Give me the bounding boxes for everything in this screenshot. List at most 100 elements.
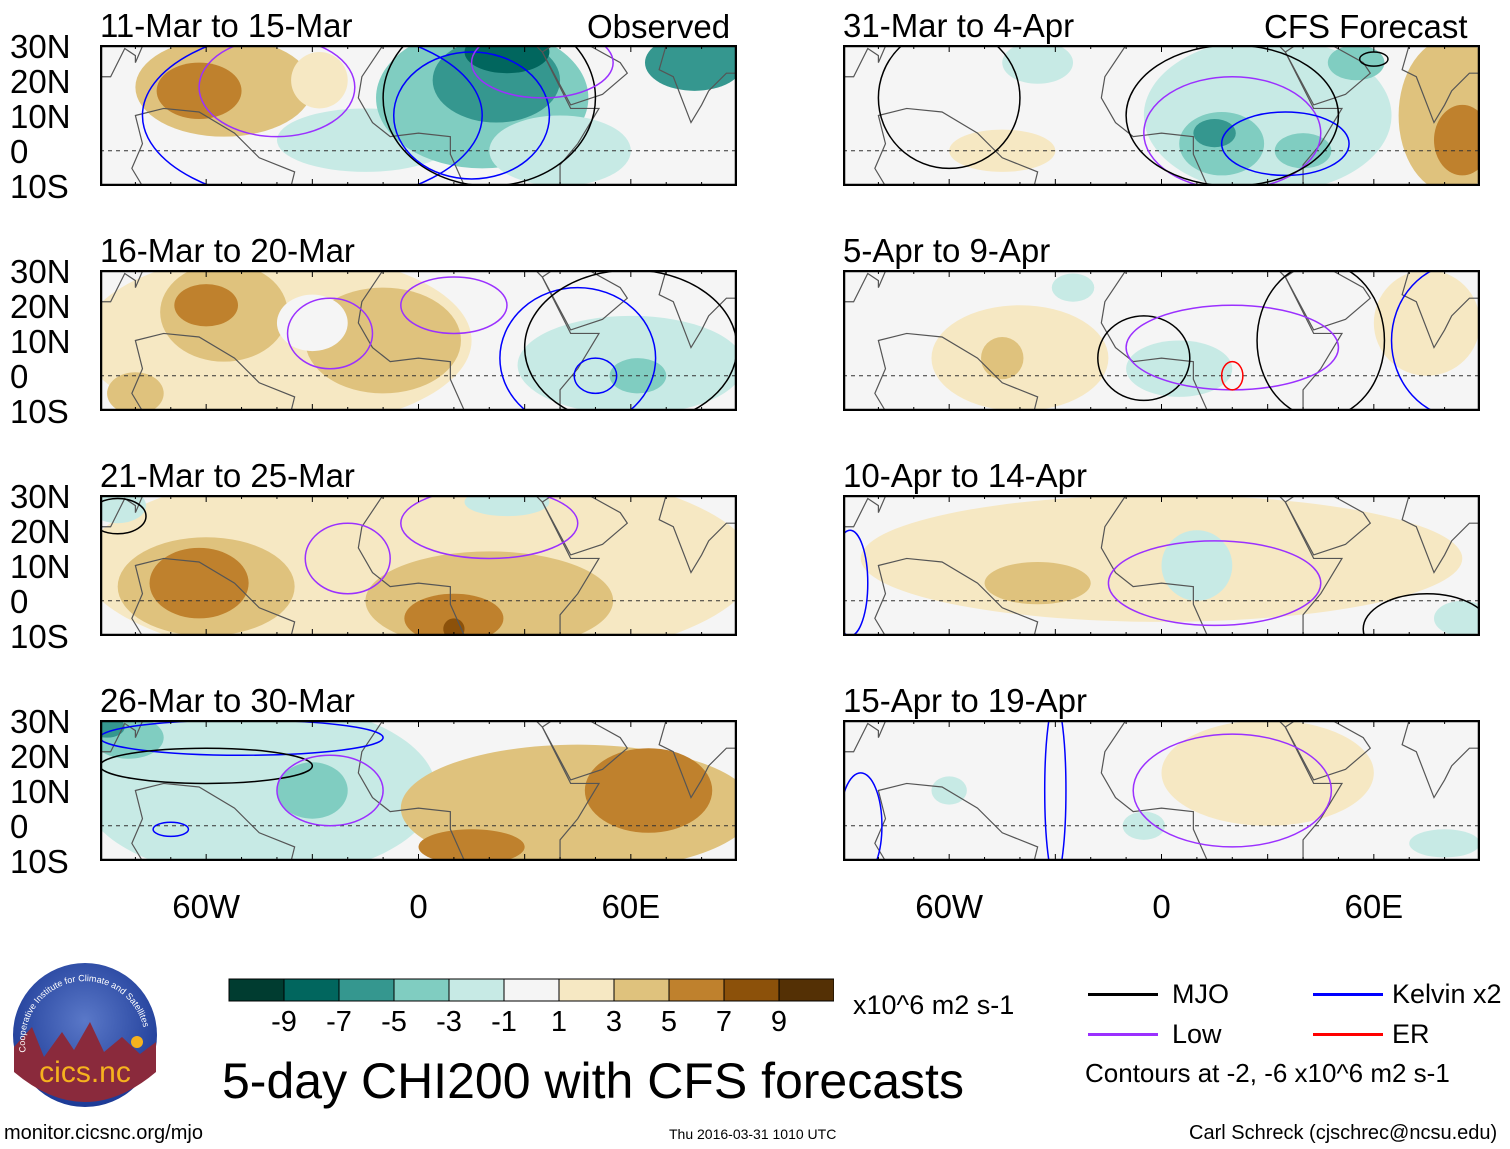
- main-title: 5-day CHI200 with CFS forecasts: [222, 1053, 964, 1109]
- panel-title: 26-Mar to 30-Mar: [100, 682, 355, 719]
- panel-title: 5-Apr to 9-Apr: [843, 232, 1051, 269]
- lon-tick-label: 60E: [601, 888, 661, 925]
- coastline: [131, 782, 296, 861]
- panel-title: 15-Apr to 19-Apr: [843, 682, 1087, 719]
- kelvin-contour: [573, 357, 618, 395]
- kelvin-contour: [843, 529, 869, 636]
- coastline: [1284, 45, 1372, 106]
- anomaly-region: [1327, 45, 1385, 81]
- coastline: [843, 495, 887, 528]
- mjo-contour: [382, 45, 597, 186]
- anomaly-region: [276, 294, 348, 352]
- legend-kelvin-label: Kelvin x2: [1392, 979, 1502, 1009]
- coastline: [1401, 270, 1480, 349]
- colorbar-swatch: [778, 978, 834, 1002]
- anomaly-region: [174, 284, 239, 327]
- anomaly-region: [1409, 829, 1480, 858]
- lat-tick-label: 10S: [10, 618, 69, 655]
- colorbar-swatch: [338, 978, 395, 1002]
- anomaly-region: [1193, 119, 1236, 148]
- coastline: [541, 45, 629, 106]
- coastline: [131, 332, 296, 411]
- map-panel: [100, 270, 737, 411]
- coastline: [541, 495, 629, 556]
- colorbar-swatch: [723, 978, 780, 1002]
- panel-title: 16-Mar to 20-Mar: [100, 232, 355, 269]
- kelvin-contour: [1043, 720, 1067, 861]
- coastline: [357, 720, 601, 861]
- coastline: [874, 557, 1039, 636]
- low-contour: [1107, 540, 1322, 627]
- anomaly-region: [584, 748, 713, 833]
- mjo-contour: [100, 747, 314, 785]
- low-contour: [1132, 733, 1333, 848]
- lat-tick-label: 30N: [10, 478, 71, 515]
- lat-tick-label: 30N: [10, 28, 71, 65]
- lon-tick-label: 60W: [172, 888, 241, 925]
- cics-logo: Cooperative Institute for Climate and Sa…: [13, 963, 157, 1107]
- coastline: [658, 720, 737, 799]
- legend-mjo-label: MJO: [1172, 979, 1229, 1009]
- colorbar-label: 3: [605, 1006, 623, 1038]
- colorbar-swatch: [668, 978, 725, 1002]
- coastline: [658, 45, 737, 124]
- colorbar-label: 9: [770, 1006, 788, 1038]
- map-panel: [843, 45, 1480, 186]
- anomaly-region: [645, 45, 737, 91]
- anomaly-region: [984, 561, 1091, 605]
- observed-header: Observed: [587, 8, 731, 45]
- coastline: [1100, 45, 1344, 186]
- colorbar: [228, 978, 834, 1002]
- colorbar-swatch: [228, 978, 285, 1002]
- lat-tick-label: 10S: [10, 393, 69, 430]
- colorbar-swatch: [613, 978, 670, 1002]
- anomaly-region: [100, 720, 437, 861]
- mjo-contour: [1256, 270, 1386, 411]
- anomaly-region: [1434, 104, 1480, 176]
- colorbar-swatch: [558, 978, 615, 1002]
- colorbar-label: -7: [326, 1006, 352, 1038]
- mjo-contour: [1362, 592, 1480, 636]
- map-panel: [100, 495, 737, 636]
- logo-name: cics.nc: [39, 1056, 131, 1089]
- kelvin-contour: [141, 45, 483, 186]
- low-contour: [400, 276, 508, 335]
- footer-url[interactable]: monitor.cicsnc.org/mjo: [4, 1122, 203, 1144]
- anomaly-region: [949, 129, 1056, 172]
- map-panel: [843, 270, 1480, 411]
- lat-tick-label: 30N: [10, 703, 71, 740]
- anomaly-region: [1161, 530, 1233, 601]
- coastline: [131, 557, 296, 636]
- low-contour: [470, 45, 614, 99]
- lon-tick-label: 0: [409, 888, 428, 925]
- coastline: [541, 720, 629, 781]
- low-contour: [286, 297, 374, 370]
- footer-author: Carl Schreck (cjschrec@ncsu.edu): [1189, 1122, 1498, 1144]
- lat-tick-label: 20N: [10, 288, 71, 325]
- lat-tick-label: 10S: [10, 843, 69, 880]
- lat-tick-label: 0: [10, 808, 29, 845]
- colorbar-swatch: [393, 978, 450, 1002]
- low-contour: [1143, 75, 1322, 186]
- anomaly-region: [1434, 600, 1480, 636]
- kelvin-contour: [152, 821, 190, 838]
- kelvin-contour: [1390, 270, 1435, 411]
- coastline: [100, 45, 144, 78]
- colorbar-units: x10^6 m2 s-1: [853, 990, 1015, 1020]
- anomaly-region: [464, 495, 550, 517]
- coastline: [1100, 270, 1344, 411]
- anomaly-region: [291, 52, 348, 109]
- colorbar-label: -1: [491, 1006, 517, 1038]
- legend-er-line: [1313, 1033, 1383, 1036]
- coastline: [1401, 495, 1480, 574]
- coastline: [1401, 720, 1480, 799]
- map-panel: [100, 45, 737, 186]
- coastline: [100, 270, 144, 303]
- legend-kelvin-line: [1313, 993, 1383, 996]
- legend-er-label: ER: [1392, 1019, 1430, 1049]
- anomaly-region: [276, 762, 348, 819]
- lat-tick-label: 20N: [10, 513, 71, 550]
- map-panel: [843, 495, 1480, 636]
- anomaly-region: [489, 115, 631, 186]
- panel-title: 21-Mar to 25-Mar: [100, 457, 355, 494]
